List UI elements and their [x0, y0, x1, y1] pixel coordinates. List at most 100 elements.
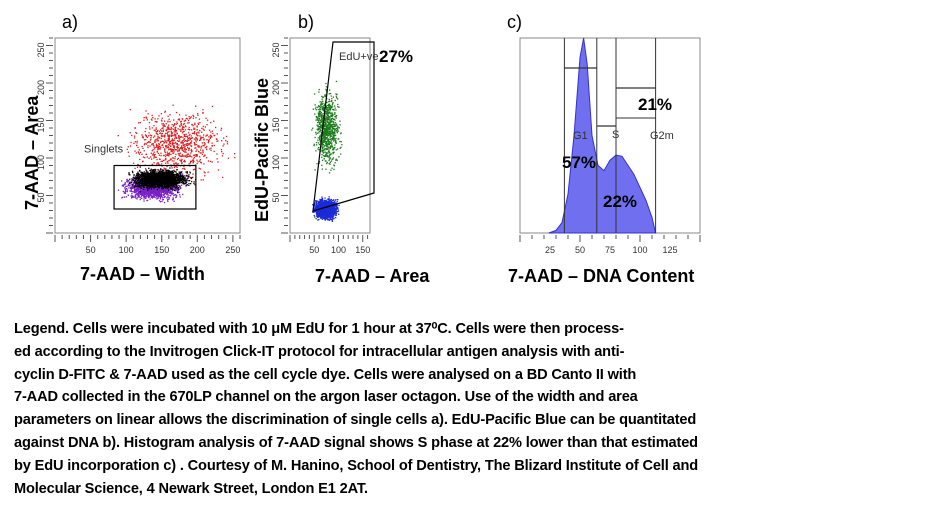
- data-point: [139, 178, 141, 180]
- data-point: [189, 172, 191, 174]
- data-point: [191, 140, 193, 142]
- data-point: [154, 130, 156, 132]
- data-point: [159, 191, 161, 193]
- data-point: [161, 185, 163, 187]
- data-point: [129, 178, 131, 180]
- data-point: [161, 123, 163, 125]
- data-point: [139, 151, 142, 154]
- data-point: [170, 149, 173, 151]
- data-point: [186, 156, 188, 158]
- data-point: [165, 175, 167, 177]
- data-point: [124, 182, 126, 184]
- data-point: [154, 146, 156, 149]
- data-point: [191, 151, 193, 153]
- data-point: [184, 147, 186, 149]
- data-point: [184, 144, 186, 146]
- data-point: [328, 103, 331, 105]
- data-point: [131, 196, 133, 198]
- data-point: [154, 153, 156, 156]
- data-point: [126, 178, 128, 180]
- data-point: [153, 154, 155, 156]
- data-point: [145, 110, 147, 112]
- data-point: [220, 127, 223, 129]
- data-point: [333, 125, 335, 127]
- data-point: [170, 175, 172, 177]
- data-point: [316, 109, 318, 111]
- data-point: [175, 186, 177, 188]
- data-point: [183, 138, 185, 140]
- data-point: [149, 139, 152, 141]
- data-point: [122, 184, 124, 186]
- data-point: [154, 169, 156, 172]
- data-point: [174, 189, 176, 191]
- data-point: [190, 145, 192, 147]
- data-point: [175, 188, 177, 191]
- data-point: [169, 167, 171, 169]
- data-point: [133, 135, 136, 137]
- data-point: [192, 173, 194, 175]
- data-point: [144, 195, 146, 198]
- data-point: [173, 174, 175, 177]
- data-point: [157, 180, 159, 182]
- data-point: [167, 134, 169, 136]
- data-point: [161, 187, 163, 189]
- data-point: [331, 144, 333, 146]
- data-point: [188, 174, 190, 176]
- data-point: [165, 145, 167, 147]
- data-point: [133, 175, 135, 177]
- data-point: [332, 146, 334, 148]
- data-point: [141, 153, 143, 155]
- data-point: [321, 107, 323, 109]
- data-point: [170, 191, 172, 193]
- data-point: [137, 189, 140, 191]
- data-point: [331, 106, 334, 108]
- data-point: [147, 185, 149, 188]
- data-point: [177, 189, 179, 191]
- data-point: [157, 192, 160, 195]
- data-point: [144, 188, 146, 190]
- data-point: [174, 177, 176, 179]
- data-point: [166, 169, 169, 172]
- data-point: [164, 151, 166, 154]
- data-point: [141, 180, 143, 182]
- data-point: [332, 140, 335, 142]
- data-point: [203, 129, 205, 131]
- data-point: [334, 112, 336, 114]
- data-point: [335, 149, 337, 151]
- data-point: [151, 119, 153, 121]
- data-point: [193, 144, 196, 146]
- data-point: [154, 175, 156, 177]
- data-point: [337, 103, 339, 106]
- data-point: [211, 142, 213, 144]
- data-point: [153, 144, 155, 147]
- data-point: [148, 141, 150, 143]
- data-point: [148, 176, 150, 178]
- data-point: [175, 182, 178, 184]
- data-point: [158, 145, 160, 148]
- data-point: [148, 190, 150, 192]
- data-point: [157, 194, 159, 197]
- data-point: [184, 125, 187, 127]
- data-point: [204, 143, 206, 145]
- data-point: [141, 185, 143, 187]
- data-point: [325, 82, 327, 85]
- data-point: [186, 143, 188, 145]
- data-point: [175, 177, 177, 180]
- data-point: [150, 135, 153, 137]
- data-point: [316, 118, 318, 120]
- data-point: [138, 176, 140, 178]
- data-point: [151, 177, 153, 179]
- data-point: [152, 153, 154, 155]
- data-point: [171, 142, 174, 144]
- data-point: [226, 143, 229, 145]
- data-point: [221, 151, 223, 153]
- data-point: [173, 131, 175, 133]
- data-point: [149, 169, 151, 172]
- data-point: [182, 175, 184, 177]
- data-point: [319, 111, 321, 113]
- data-point: [146, 192, 149, 194]
- data-point: [133, 190, 136, 192]
- data-point: [129, 190, 131, 192]
- data-point: [327, 141, 330, 143]
- data-point: [140, 173, 142, 175]
